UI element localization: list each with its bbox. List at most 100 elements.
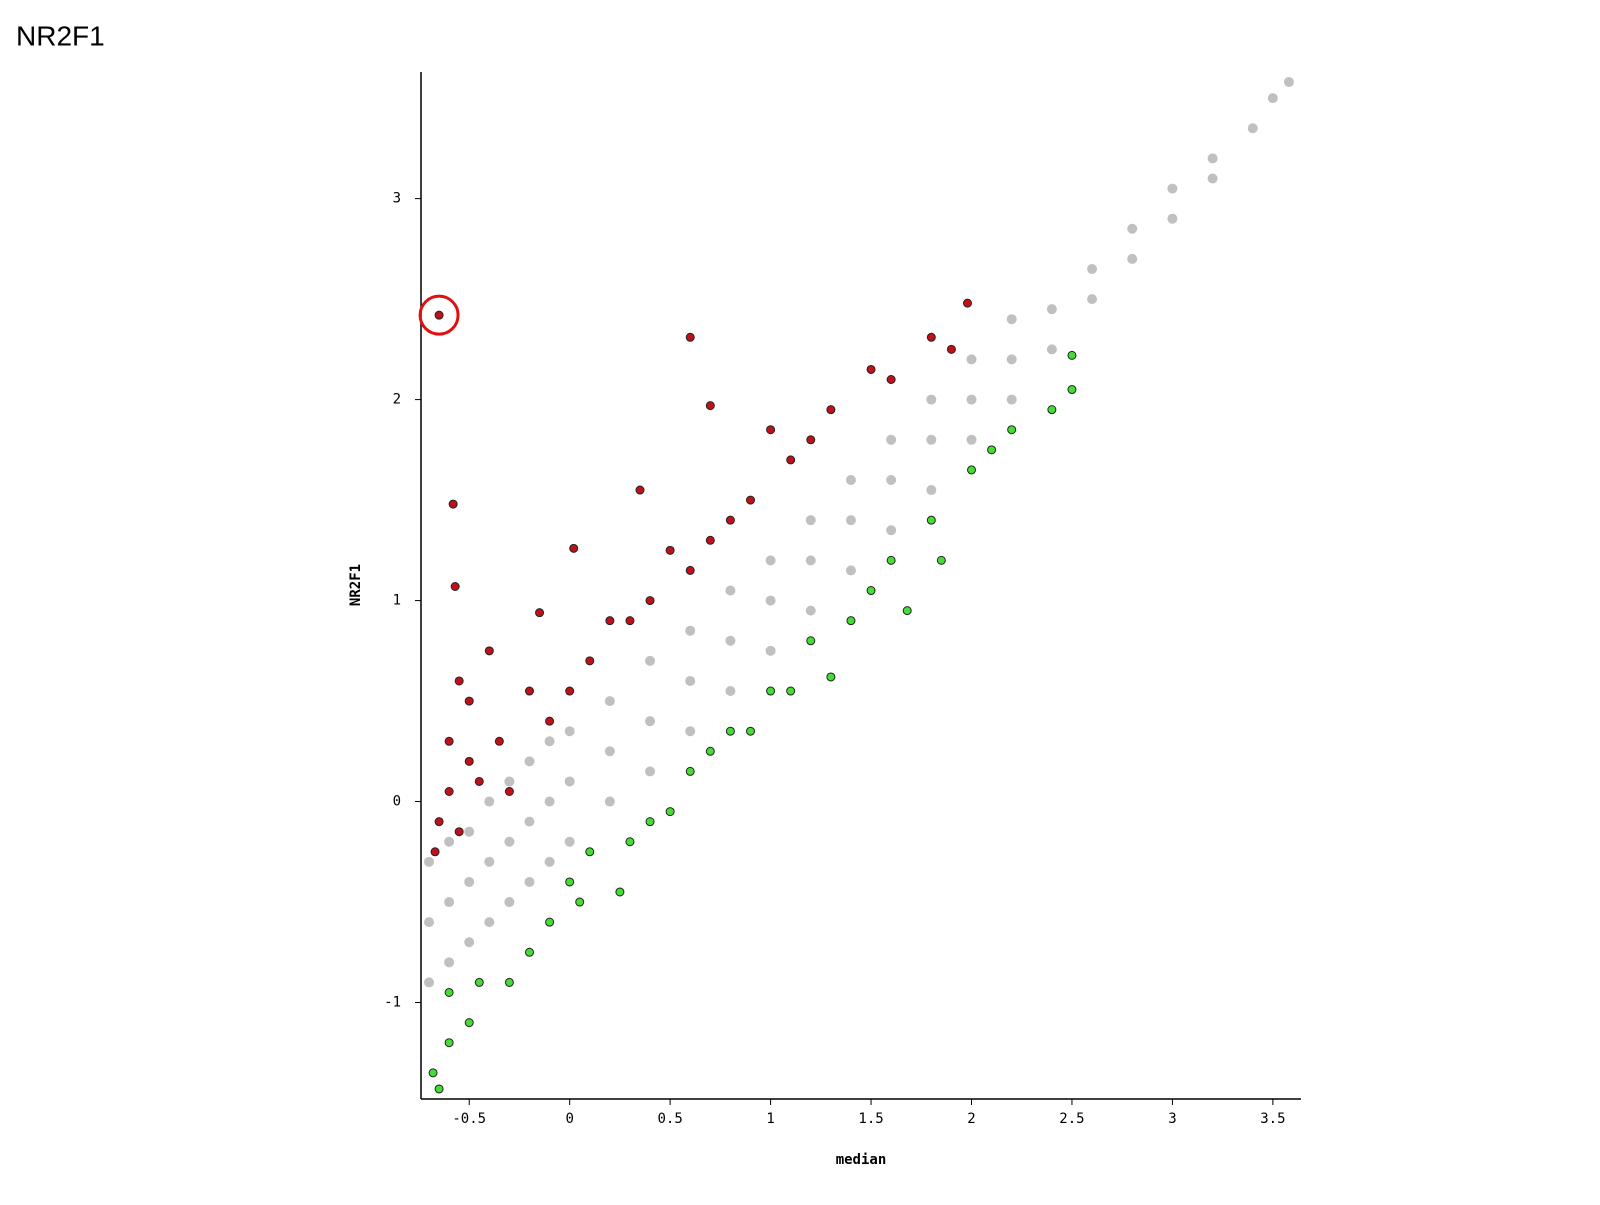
- point: [464, 937, 475, 948]
- point: [565, 686, 575, 696]
- point: [444, 787, 454, 797]
- point: [1207, 173, 1218, 184]
- point: [745, 726, 755, 736]
- point: [504, 977, 514, 987]
- point: [805, 605, 816, 616]
- point: [535, 608, 545, 618]
- point: [484, 646, 494, 656]
- point: [524, 876, 535, 887]
- point: [1283, 77, 1294, 88]
- point: [1127, 253, 1138, 264]
- point: [625, 837, 635, 847]
- page-title: NR2F1: [16, 20, 105, 51]
- point: [786, 455, 796, 465]
- point: [524, 816, 535, 827]
- point: [845, 474, 856, 485]
- point: [886, 374, 896, 384]
- point: [575, 897, 585, 907]
- point: [745, 495, 755, 505]
- point: [926, 515, 936, 525]
- point: [1067, 350, 1077, 360]
- point: [428, 1068, 438, 1078]
- x-tick-label: 2: [967, 1111, 975, 1127]
- point: [464, 876, 475, 887]
- point: [484, 796, 495, 807]
- point: [450, 582, 460, 592]
- point: [1006, 354, 1017, 365]
- point: [902, 606, 912, 616]
- point: [1047, 405, 1057, 415]
- point: [685, 726, 696, 737]
- point: [805, 515, 816, 526]
- x-tick-label: 0: [565, 1111, 573, 1127]
- point: [685, 332, 695, 342]
- point: [625, 616, 635, 626]
- y-tick-label: 1: [393, 593, 401, 609]
- y-tick-label: 3: [393, 191, 401, 207]
- point: [1167, 213, 1178, 224]
- point: [464, 756, 474, 766]
- point: [504, 897, 515, 908]
- point: [524, 686, 534, 696]
- point: [454, 827, 464, 837]
- point: [544, 856, 555, 867]
- point: [826, 672, 836, 682]
- point: [585, 847, 595, 857]
- point: [464, 696, 474, 706]
- y-tick-label: -1: [384, 995, 401, 1011]
- point: [946, 344, 956, 354]
- point: [444, 897, 455, 908]
- point: [685, 766, 695, 776]
- point: [444, 1038, 454, 1048]
- point: [494, 736, 504, 746]
- point: [504, 836, 515, 847]
- point: [685, 565, 695, 575]
- point: [564, 836, 575, 847]
- point: [705, 535, 715, 545]
- point: [474, 776, 484, 786]
- point: [645, 766, 656, 777]
- point: [886, 434, 897, 445]
- point: [987, 445, 997, 455]
- point: [966, 434, 977, 445]
- point: [705, 401, 715, 411]
- point: [604, 796, 615, 807]
- point: [544, 736, 555, 747]
- point: [1006, 394, 1017, 405]
- point: [765, 595, 776, 606]
- point: [604, 696, 615, 707]
- point: [705, 746, 715, 756]
- point: [434, 310, 444, 320]
- point: [585, 656, 595, 666]
- point: [766, 425, 776, 435]
- point: [434, 1084, 444, 1094]
- point: [826, 405, 836, 415]
- point: [1087, 263, 1098, 274]
- x-axis-label: median: [836, 1152, 887, 1168]
- point: [424, 977, 435, 988]
- point: [786, 686, 796, 696]
- point: [434, 817, 444, 827]
- point: [725, 515, 735, 525]
- point: [464, 1018, 474, 1028]
- x-tick-label: 1.5: [858, 1111, 883, 1127]
- point: [484, 856, 495, 867]
- point: [845, 565, 856, 576]
- point: [846, 616, 856, 626]
- point: [569, 543, 579, 553]
- point: [665, 807, 675, 817]
- point: [564, 726, 575, 737]
- point: [1167, 183, 1178, 194]
- highlight-ring: [418, 294, 460, 336]
- point: [725, 585, 736, 596]
- point: [1087, 294, 1098, 305]
- point: [886, 525, 897, 536]
- y-tick-label: 0: [393, 794, 401, 810]
- point: [886, 555, 896, 565]
- point: [725, 635, 736, 646]
- point: [474, 977, 484, 987]
- x-tick-label: 3: [1168, 1111, 1176, 1127]
- point: [564, 776, 575, 787]
- point: [424, 917, 435, 928]
